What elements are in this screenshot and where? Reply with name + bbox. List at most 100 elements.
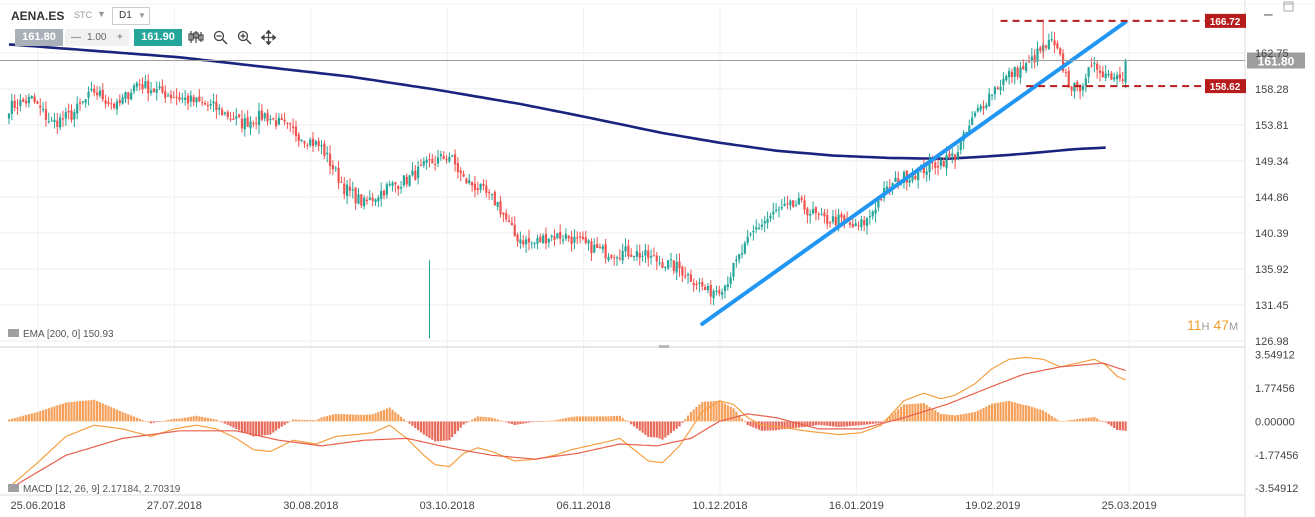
macd-histogram-bar — [905, 404, 908, 422]
ema-200-line[interactable] — [8, 43, 1106, 161]
decrease-button[interactable]: — — [71, 32, 81, 43]
price-axis-label: 153.81 — [1255, 120, 1289, 132]
macd-histogram-bar — [314, 420, 317, 422]
candle-body — [19, 100, 22, 107]
pane-resize-handle[interactable] — [659, 345, 669, 348]
macd-histogram-bar — [203, 417, 207, 422]
candle-body — [559, 231, 562, 239]
macd-histogram-bar — [198, 416, 201, 422]
candles-icon[interactable] — [188, 30, 204, 47]
candle-body — [181, 97, 184, 100]
candle-body — [411, 170, 414, 176]
volume-value[interactable]: 1.00 — [87, 32, 107, 43]
candle-body — [635, 250, 638, 257]
candle-body — [78, 102, 82, 104]
candle-body — [664, 266, 667, 268]
trendline[interactable] — [700, 19, 1128, 326]
candle-body — [56, 120, 59, 127]
candle-body — [249, 121, 252, 129]
macd-axis-label: -3.54912 — [1255, 483, 1298, 495]
sell-price-button[interactable]: 161.80 — [15, 29, 63, 46]
macd-histogram-bar — [456, 421, 460, 431]
maximize-icon[interactable] — [1283, 1, 1294, 15]
candle-body — [41, 108, 45, 110]
candle-body — [542, 235, 545, 244]
candle-body — [175, 96, 178, 98]
candle-body — [1056, 43, 1059, 49]
price-level-tag[interactable] — [1205, 13, 1246, 28]
macd-histogram-bar — [513, 421, 516, 426]
buy-price-button[interactable]: 161.90 — [134, 29, 182, 46]
macd-histogram-bar — [1053, 417, 1056, 422]
candle-body — [243, 118, 246, 130]
macd-histogram-bar — [414, 421, 417, 428]
candle-body — [1070, 86, 1073, 91]
candle-body — [172, 97, 175, 99]
macd-histogram-bar — [755, 421, 758, 429]
macd-histogram-bar — [328, 415, 332, 422]
candle-body — [334, 167, 337, 169]
macd-histogram-bar — [488, 417, 491, 422]
macd-histogram-bar — [436, 421, 440, 442]
macd-histogram-bar — [115, 409, 119, 422]
macd-histogram-bar — [516, 421, 519, 425]
macd-histogram-bar — [490, 417, 494, 422]
volume-stepper[interactable]: — 1.00 + — [65, 29, 129, 46]
current-price-tag — [1247, 52, 1305, 69]
macd-histogram-bar — [365, 414, 369, 422]
date-axis-label: 25.06.2018 — [10, 500, 65, 512]
macd-histogram-bar — [777, 421, 781, 430]
macd-histogram-bar — [1096, 418, 1099, 422]
date-axis-label: 03.10.2018 — [420, 500, 475, 512]
macd-histogram-bar — [499, 420, 502, 422]
macd-histogram-bar — [56, 405, 59, 422]
zoom-in-icon[interactable] — [237, 30, 252, 48]
candle-body — [641, 255, 644, 257]
macd-histogram-bar — [1047, 414, 1050, 422]
minimize-icon[interactable]: ▁ — [1264, 4, 1273, 16]
candle-body — [1090, 65, 1093, 67]
macd-histogram-bar — [1113, 421, 1116, 428]
macd-histogram-bar — [877, 421, 880, 424]
indicator-menu-icon[interactable] — [8, 484, 19, 492]
timeframe-select[interactable]: D1 ▼ — [112, 7, 150, 25]
candle-body — [891, 182, 894, 189]
candle-body — [300, 139, 303, 142]
candle-body — [928, 160, 931, 173]
macd-histogram-bar — [573, 416, 576, 422]
macd-histogram-bar — [297, 419, 300, 422]
macd-line[interactable] — [8, 356, 1126, 488]
macd-histogram-bar — [533, 421, 536, 423]
candle-body — [13, 100, 16, 108]
candle-body — [800, 197, 803, 200]
increase-button[interactable]: + — [117, 32, 123, 43]
indicator-menu-icon[interactable] — [8, 329, 19, 337]
macd-histogram-bar — [130, 415, 133, 422]
price-level-tag[interactable] — [1205, 79, 1246, 94]
price-axis-label: 144.86 — [1255, 192, 1289, 204]
macd-histogram-bar — [928, 406, 931, 422]
zoom-out-icon[interactable] — [213, 30, 228, 48]
candle-body — [76, 103, 79, 114]
candle-body — [973, 112, 977, 117]
macd-histogram-bar — [615, 415, 619, 422]
signal-line[interactable] — [8, 362, 1126, 490]
chevron-down-icon: ▼ — [138, 11, 146, 20]
macd-histogram-bar — [462, 421, 465, 425]
candle-body — [763, 221, 766, 224]
candle-body — [326, 152, 329, 155]
move-icon[interactable] — [260, 29, 277, 48]
candle-body — [951, 153, 954, 157]
macd-histogram-bar — [1022, 404, 1025, 422]
candle-body — [357, 194, 360, 204]
candle-body — [686, 273, 690, 276]
macd-histogram-bar — [936, 412, 940, 422]
candle-body — [931, 162, 934, 164]
macd-histogram-bar — [553, 420, 556, 422]
chevron-down-icon[interactable]: ▼ — [97, 9, 106, 19]
candle-body — [161, 86, 164, 93]
candle-body — [732, 262, 735, 277]
candle-body — [328, 153, 332, 167]
candle-body — [965, 131, 968, 134]
